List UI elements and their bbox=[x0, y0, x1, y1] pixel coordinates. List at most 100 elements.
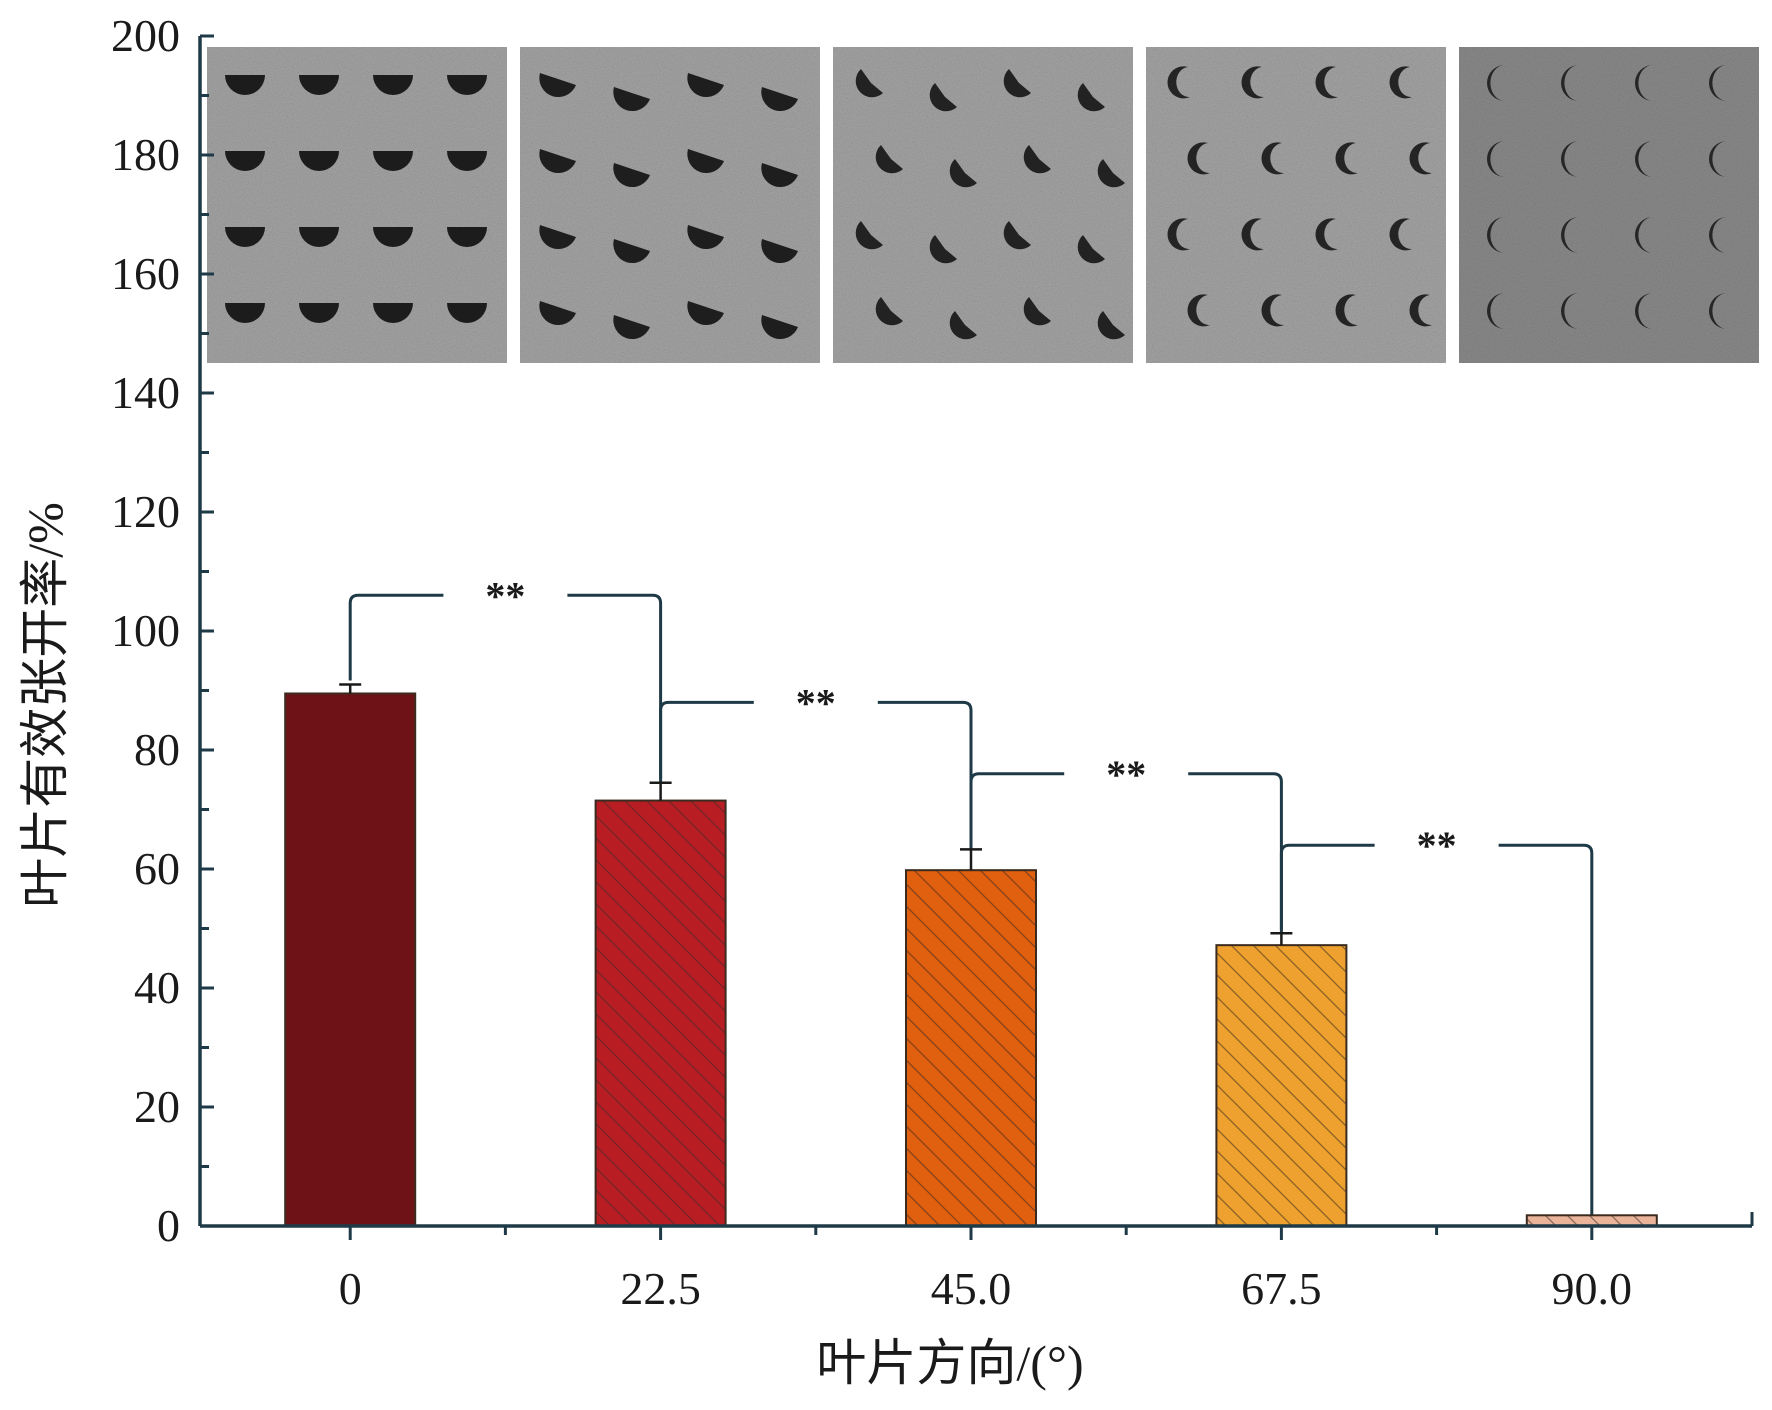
stomata-mark bbox=[875, 297, 903, 326]
bar-hatch bbox=[906, 870, 1036, 1226]
x-tick-label: 45.0 bbox=[931, 1263, 1012, 1314]
stomata-mark bbox=[299, 227, 339, 247]
stomata-mark bbox=[373, 151, 413, 171]
x-tick-label: 0 bbox=[339, 1263, 362, 1314]
significance-bracket: ** bbox=[969, 752, 1283, 934]
stomata-mark bbox=[299, 303, 339, 323]
stomata-mark bbox=[225, 303, 265, 323]
axes: 0 20 40 60 80 100 120 140 160 180 200 0 22.5 45.0 67.5… bbox=[111, 10, 1754, 1314]
stomata-mark bbox=[1635, 65, 1653, 101]
stomata-mark bbox=[687, 73, 724, 98]
stomata-mark bbox=[949, 311, 977, 340]
stomata-mark bbox=[875, 145, 903, 174]
y-tick-label: 140 bbox=[111, 367, 180, 418]
stomata-mark bbox=[687, 225, 724, 250]
stomata-mark bbox=[1187, 142, 1210, 175]
bar-hatch bbox=[1216, 945, 1347, 1226]
y-tick-label: 160 bbox=[111, 248, 180, 299]
stomata-mark bbox=[1097, 311, 1125, 340]
stomata-mark bbox=[225, 75, 265, 95]
stomata-mark bbox=[761, 315, 798, 340]
stomata-mark bbox=[1315, 218, 1338, 251]
stomata-mark bbox=[1709, 217, 1727, 253]
stomata-mark bbox=[1635, 217, 1653, 253]
x-tick-label: 67.5 bbox=[1241, 1263, 1322, 1314]
stomata-mark bbox=[1487, 217, 1505, 253]
stomata-mark bbox=[373, 227, 413, 247]
stomata-mark bbox=[687, 301, 724, 326]
stomata-mark bbox=[1261, 142, 1284, 175]
inset-photo-strip bbox=[207, 47, 1759, 363]
bracket-line bbox=[348, 593, 663, 783]
significance-bracket: ** bbox=[1279, 823, 1594, 1216]
significance-bracket: ** bbox=[659, 680, 973, 850]
stomata-mark bbox=[1077, 83, 1105, 112]
photo-67-5 bbox=[1146, 47, 1446, 363]
stomata-mark bbox=[1315, 66, 1338, 99]
stomata-mark bbox=[539, 73, 576, 98]
stomata-mark bbox=[929, 235, 957, 264]
bar-group-67.5 bbox=[1215, 932, 1348, 1227]
stomata-mark bbox=[1486, 141, 1505, 177]
stomata-mark bbox=[1389, 218, 1412, 251]
stomata-mark bbox=[613, 239, 650, 264]
y-tick-label: 0 bbox=[157, 1200, 180, 1251]
stomata-mark bbox=[1561, 293, 1579, 329]
stomata-mark bbox=[761, 239, 798, 264]
y-tick-label: 40 bbox=[134, 962, 180, 1013]
stomata-mark bbox=[687, 149, 724, 174]
stomata-mark bbox=[613, 87, 650, 112]
stomata-mark bbox=[1077, 235, 1105, 264]
stomata-mark bbox=[299, 75, 339, 95]
stomata-mark bbox=[1241, 218, 1264, 251]
significance-label: ** bbox=[485, 573, 525, 618]
y-tick-label: 100 bbox=[111, 605, 180, 656]
stomata-mark bbox=[949, 159, 977, 188]
significance-brackets: ** ** ** ** bbox=[348, 573, 1594, 1216]
stomata-mark bbox=[1023, 145, 1051, 174]
stomata-mark bbox=[761, 163, 798, 188]
x-tick-label: 22.5 bbox=[620, 1263, 701, 1314]
bar-group-45.0 bbox=[905, 848, 1037, 1227]
stomata-mark bbox=[539, 149, 576, 174]
stomata-mark bbox=[855, 221, 883, 250]
stomata-mark bbox=[1561, 65, 1579, 101]
stomata-mark bbox=[1709, 65, 1727, 101]
stomata-mark bbox=[1335, 294, 1358, 327]
photo-45 bbox=[833, 47, 1133, 363]
y-tick-label: 20 bbox=[134, 1081, 180, 1132]
stomata-mark bbox=[1634, 141, 1653, 177]
x-tick-label: 90.0 bbox=[1552, 1263, 1633, 1314]
stomata-mark bbox=[447, 75, 487, 95]
y-axis-title: 叶片有效张开率/% bbox=[17, 502, 73, 908]
stomata-mark bbox=[299, 151, 339, 171]
bar-group-0 bbox=[284, 683, 417, 1227]
stomata-mark bbox=[1023, 297, 1051, 326]
stomata-mark bbox=[1635, 293, 1653, 329]
stomata-mark bbox=[761, 87, 798, 112]
stomata-mark bbox=[613, 315, 650, 340]
stomata-mark bbox=[225, 151, 265, 171]
stomata-mark bbox=[1261, 294, 1284, 327]
bar-group-22.5 bbox=[594, 781, 727, 1227]
significance-label: ** bbox=[796, 680, 836, 725]
bar-hatch bbox=[595, 800, 726, 1226]
bar-hatch bbox=[1526, 1215, 1657, 1226]
stomata-mark bbox=[447, 227, 487, 247]
photo-90 bbox=[1459, 47, 1759, 363]
y-tick-label: 200 bbox=[111, 10, 180, 61]
stomata-mark bbox=[1409, 142, 1432, 175]
stomata-mark bbox=[1560, 141, 1579, 177]
bars bbox=[284, 683, 1658, 1228]
stomata-mark bbox=[539, 301, 576, 326]
stomata-mark bbox=[1409, 294, 1432, 327]
stomata-mark bbox=[1167, 218, 1190, 251]
stomata-mark bbox=[1709, 293, 1727, 329]
y-tick-label: 60 bbox=[134, 843, 180, 894]
stomata-mark bbox=[855, 69, 883, 98]
stomata-mark bbox=[1241, 66, 1264, 99]
stomata-mark bbox=[1167, 66, 1190, 99]
stomata-mark bbox=[225, 227, 265, 247]
stomata-mark bbox=[1561, 217, 1579, 253]
